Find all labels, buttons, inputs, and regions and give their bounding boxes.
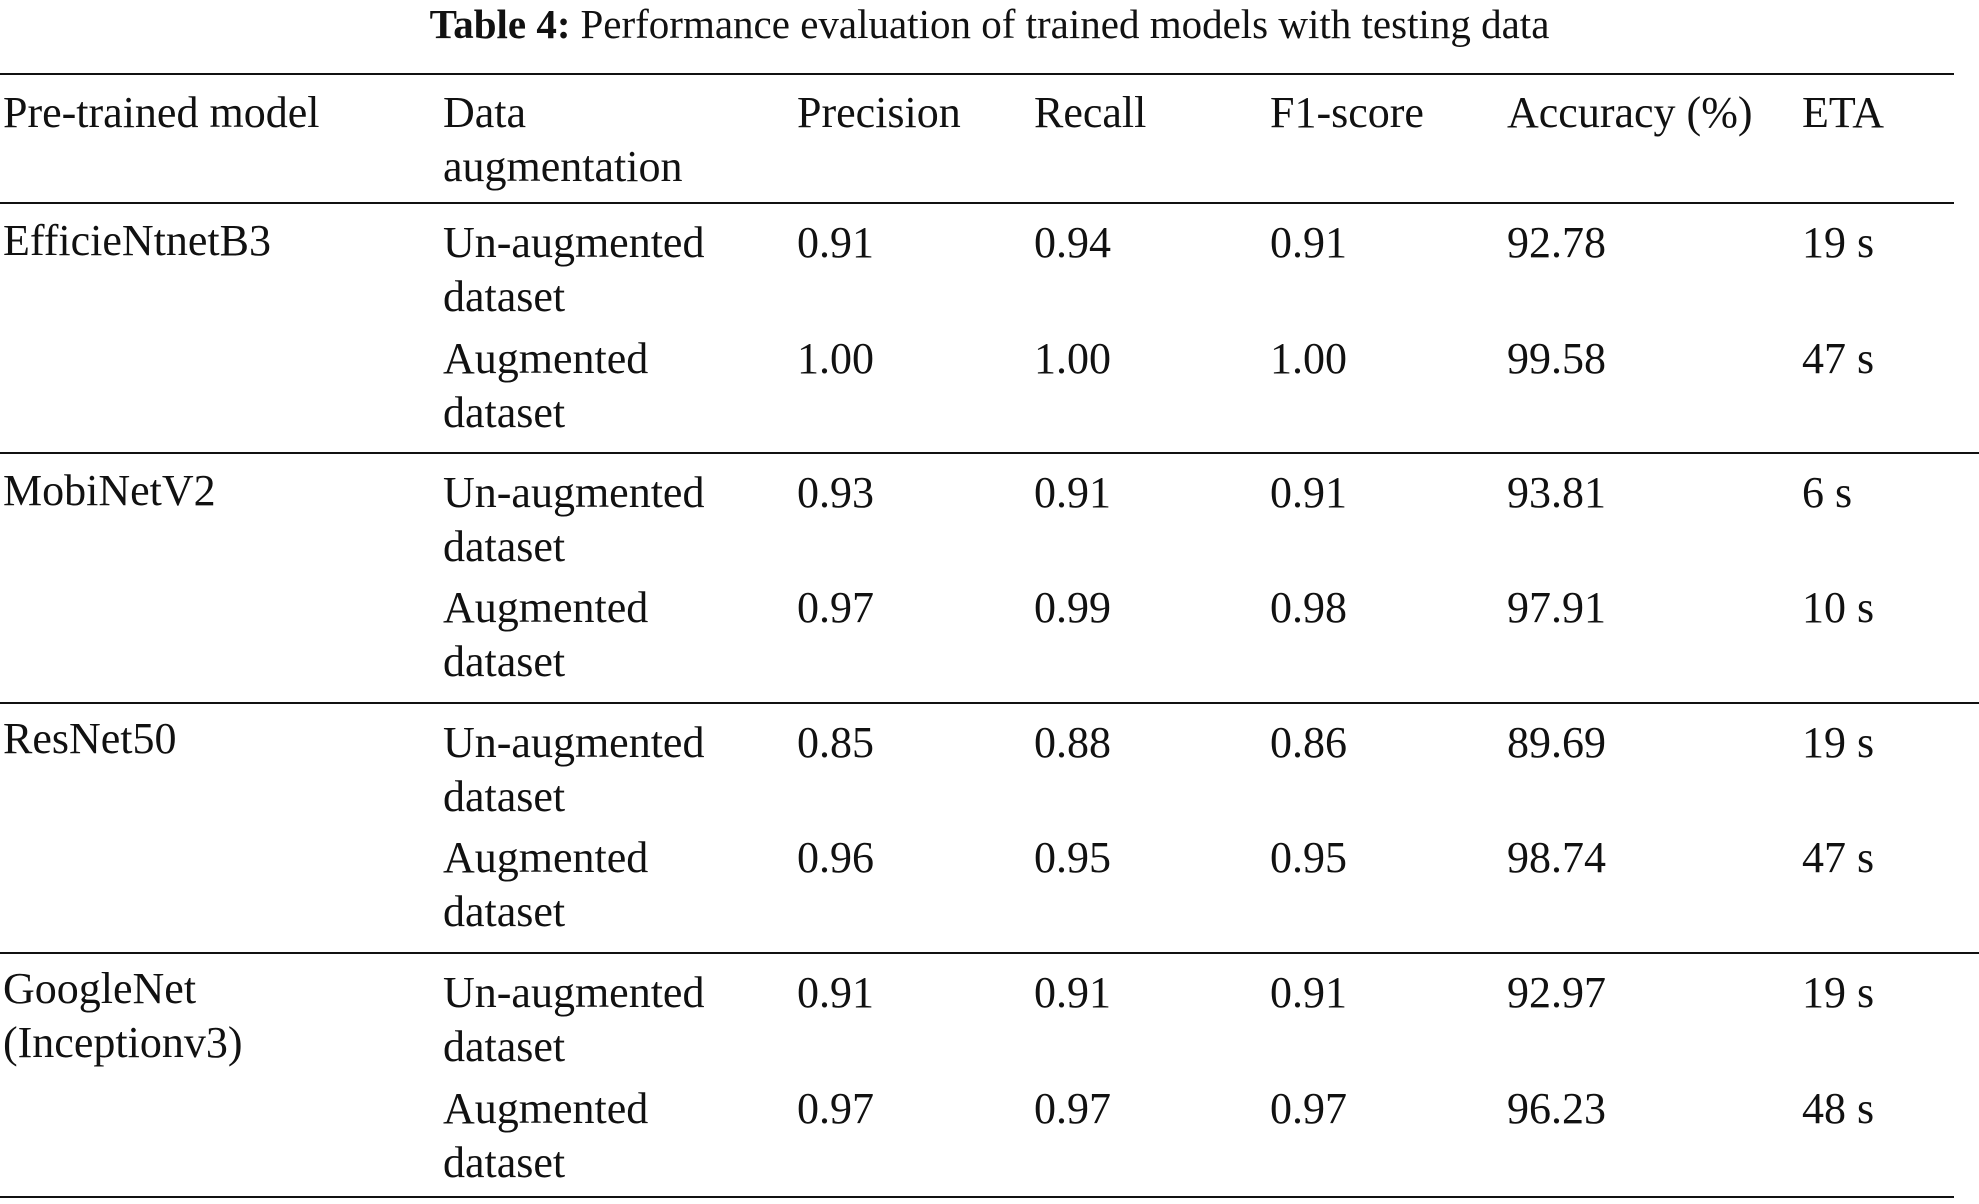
- f1-cell: 0.97: [1270, 1084, 1347, 1133]
- eta-cell: 19 s: [1802, 718, 1875, 767]
- augmentation-cell: Un-augmented: [443, 718, 705, 767]
- header-precision: Precision: [797, 88, 961, 137]
- model-name-line2: (Inceptionv3): [3, 1018, 243, 1067]
- accuracy-cell: 96.23: [1507, 1084, 1606, 1133]
- model-name: ResNet50: [3, 714, 177, 763]
- model-name: GoogleNet: [3, 964, 197, 1013]
- recall-cell: 1.00: [1034, 334, 1111, 383]
- f1-cell: 0.91: [1270, 968, 1347, 1017]
- augmentation-cell-line2: dataset: [443, 388, 566, 437]
- eta-cell: 47 s: [1802, 334, 1875, 383]
- accuracy-cell: 92.78: [1507, 218, 1606, 267]
- recall-cell: 0.95: [1034, 833, 1111, 882]
- eta-cell: 10 s: [1802, 583, 1875, 632]
- eta-cell: 48 s: [1802, 1084, 1875, 1133]
- accuracy-cell: 89.69: [1507, 718, 1606, 767]
- precision-cell: 0.85: [797, 718, 874, 767]
- table-caption-label: Table 4:: [429, 1, 571, 47]
- model-name: MobiNetV2: [3, 466, 216, 515]
- augmentation-cell: Augmented: [443, 334, 649, 383]
- recall-cell: 0.88: [1034, 718, 1111, 767]
- augmentation-cell: Augmented: [443, 833, 649, 882]
- augmentation-cell: Augmented: [443, 583, 649, 632]
- recall-cell: 0.97: [1034, 1084, 1111, 1133]
- f1-cell: 0.91: [1270, 468, 1347, 517]
- augmentation-cell: Un-augmented: [443, 218, 705, 267]
- accuracy-cell: 97.91: [1507, 583, 1606, 632]
- f1-cell: 0.86: [1270, 718, 1347, 767]
- precision-cell: 0.96: [797, 833, 874, 882]
- top-rule: [0, 73, 1954, 75]
- header-augmentation-line2: augmentation: [443, 142, 683, 191]
- group-rule: [0, 952, 1979, 954]
- augmentation-cell: Un-augmented: [443, 968, 705, 1017]
- bottom-rule: [0, 1196, 1954, 1198]
- precision-cell: 0.93: [797, 468, 874, 517]
- header-model: Pre-trained model: [3, 88, 320, 137]
- augmentation-cell-line2: dataset: [443, 887, 566, 936]
- accuracy-cell: 92.97: [1507, 968, 1606, 1017]
- f1-cell: 0.98: [1270, 583, 1347, 632]
- table-caption-text: Performance evaluation of trained models…: [580, 1, 1550, 47]
- header-f1-score: F1-score: [1270, 88, 1424, 137]
- eta-cell: 19 s: [1802, 968, 1875, 1017]
- header-accuracy: Accuracy (%): [1507, 88, 1753, 137]
- precision-cell: 0.91: [797, 218, 874, 267]
- augmentation-cell-line2: dataset: [443, 1138, 566, 1187]
- eta-cell: 19 s: [1802, 218, 1875, 267]
- eta-cell: 47 s: [1802, 833, 1875, 882]
- group-rule: [0, 452, 1979, 454]
- precision-cell: 0.97: [797, 583, 874, 632]
- augmentation-cell-line2: dataset: [443, 772, 566, 821]
- augmentation-cell-line2: dataset: [443, 637, 566, 686]
- recall-cell: 0.91: [1034, 968, 1111, 1017]
- accuracy-cell: 93.81: [1507, 468, 1606, 517]
- precision-cell: 0.97: [797, 1084, 874, 1133]
- header-augmentation-line1: Data: [443, 88, 527, 137]
- recall-cell: 0.91: [1034, 468, 1111, 517]
- augmentation-cell: Augmented: [443, 1084, 649, 1133]
- group-rule: [0, 702, 1979, 704]
- recall-cell: 0.99: [1034, 583, 1111, 632]
- augmentation-cell-line2: dataset: [443, 1022, 566, 1071]
- f1-cell: 0.95: [1270, 833, 1347, 882]
- accuracy-cell: 99.58: [1507, 334, 1606, 383]
- augmentation-cell-line2: dataset: [443, 522, 566, 571]
- augmentation-cell-line2: dataset: [443, 272, 566, 321]
- accuracy-cell: 98.74: [1507, 833, 1606, 882]
- f1-cell: 1.00: [1270, 334, 1347, 383]
- header-recall: Recall: [1034, 88, 1147, 137]
- augmentation-cell: Un-augmented: [443, 468, 705, 517]
- recall-cell: 0.94: [1034, 218, 1111, 267]
- header-rule: [0, 202, 1954, 204]
- eta-cell: 6 s: [1802, 468, 1853, 517]
- precision-cell: 0.91: [797, 968, 874, 1017]
- f1-cell: 0.91: [1270, 218, 1347, 267]
- precision-cell: 1.00: [797, 334, 874, 383]
- header-eta: ETA: [1802, 88, 1885, 137]
- table-caption: Table 4: Performance evaluation of traine…: [0, 0, 1979, 48]
- model-name: EfficieNtnetB3: [3, 216, 271, 265]
